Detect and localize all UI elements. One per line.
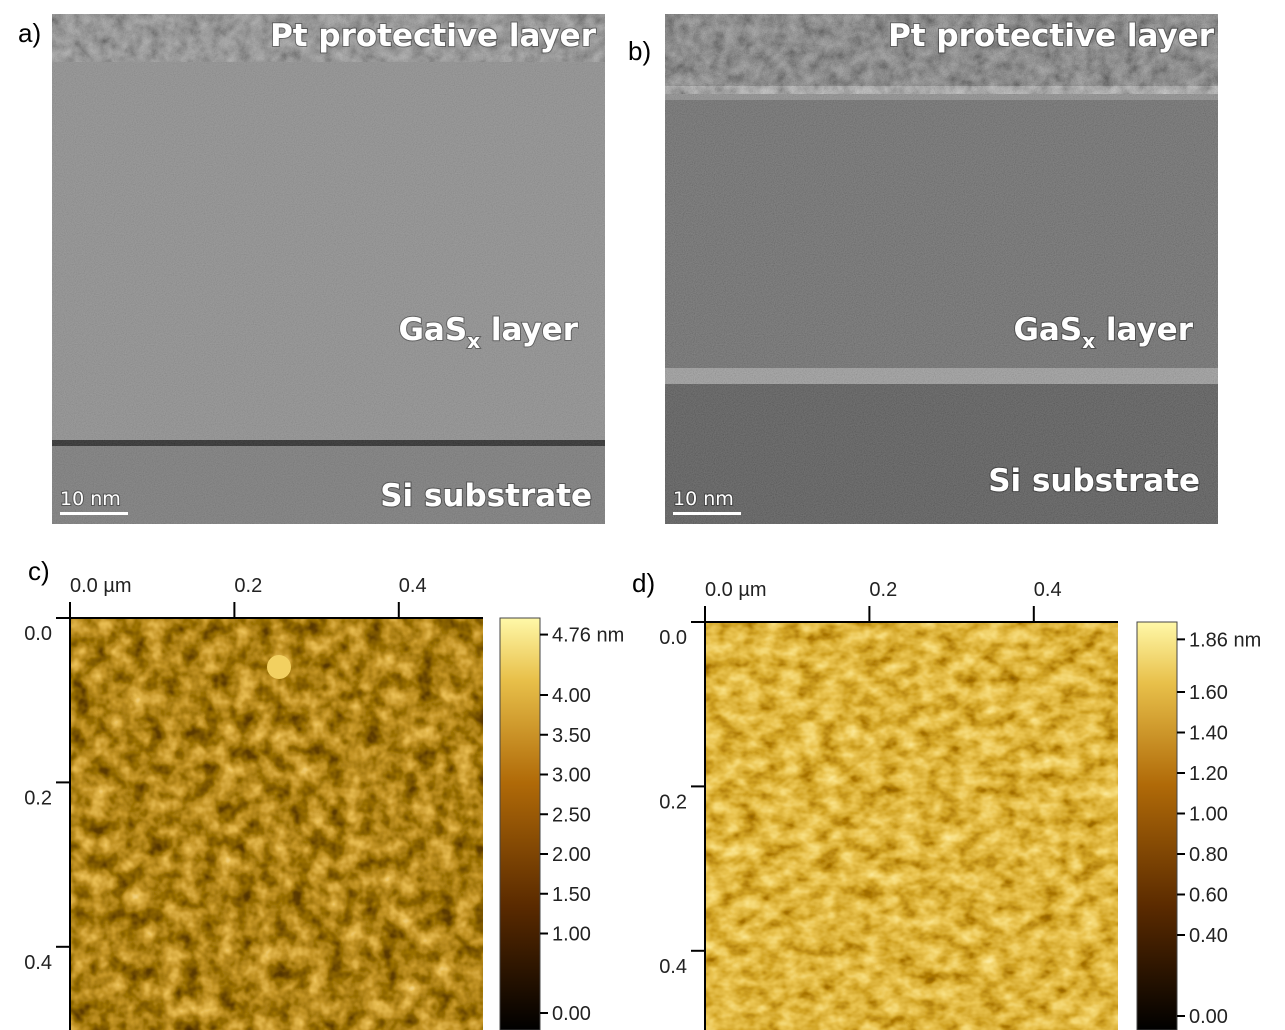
afm-image xyxy=(70,618,483,1030)
afm-image xyxy=(705,622,1118,1030)
y-tick-label: 0.4 xyxy=(659,956,687,978)
tem-panel-a: a) Pt protective layer GaSx layer Si sub… xyxy=(18,14,605,524)
texture xyxy=(52,14,605,524)
layer-label: Si substrate xyxy=(380,478,592,514)
x-tick-label: 0.2 xyxy=(234,575,262,597)
colorbar-label: 1.00 xyxy=(552,924,591,946)
text: GaS xyxy=(1013,312,1082,348)
panel-label: d) xyxy=(632,568,655,598)
colorbar-label: 3.00 xyxy=(552,765,591,787)
y-tick-label: 0.4 xyxy=(24,952,52,974)
text: layer xyxy=(480,312,579,348)
panel-label: b) xyxy=(628,36,651,66)
scale-label: 10 nm xyxy=(673,488,734,510)
scale-label: 10 nm xyxy=(60,488,121,510)
colorbar-label: 4.00 xyxy=(552,685,591,707)
scale-bar xyxy=(60,512,128,515)
colorbar-label: 0.40 xyxy=(1189,925,1228,947)
x-tick-label: 0.0 µm xyxy=(705,579,767,601)
colorbar-label: 1.40 xyxy=(1189,723,1228,745)
text: layer xyxy=(1095,312,1194,348)
colorbar-label: 2.00 xyxy=(552,844,591,866)
colorbar-label: 1.00 xyxy=(1189,804,1228,826)
colorbar-label: 1.20 xyxy=(1189,763,1228,785)
subscript: x xyxy=(467,329,480,353)
colorbar xyxy=(1137,622,1177,1030)
panel-label: a) xyxy=(18,18,41,48)
x-tick-label: 0.4 xyxy=(399,575,427,597)
colorbar-label: 3.50 xyxy=(552,725,591,747)
x-tick-label: 0.0 µm xyxy=(70,575,132,597)
colorbar-label: 0.80 xyxy=(1189,844,1228,866)
text: GaS xyxy=(398,312,467,348)
x-tick-label: 0.2 xyxy=(869,579,897,601)
y-tick-label: 0.2 xyxy=(24,787,52,809)
tem-panel-b: b) Pt protective layer GaSx layer Si sub… xyxy=(628,14,1218,524)
figure: a) Pt protective layer GaSx layer Si sub… xyxy=(0,0,1285,1030)
layer-label: Si substrate xyxy=(988,463,1200,499)
y-tick-label: 0.2 xyxy=(659,791,687,813)
colorbar-label: 1.60 xyxy=(1189,682,1228,704)
colorbar xyxy=(500,618,540,1030)
subscript: x xyxy=(1082,329,1095,353)
layer-label: Pt protective layer xyxy=(888,18,1215,54)
colorbar-label: 2.50 xyxy=(552,804,591,826)
x-tick-label: 0.4 xyxy=(1034,579,1062,601)
afm-feature xyxy=(267,655,291,679)
colorbar-label: 4.76 nm xyxy=(552,625,624,647)
colorbar-label: 1.50 xyxy=(552,884,591,906)
colorbar-label: 1.86 nm xyxy=(1189,629,1261,651)
colorbar-label: 0.00 xyxy=(1189,1006,1228,1028)
layer-label: GaSx layer xyxy=(398,312,578,353)
scale-bar xyxy=(673,512,741,515)
panel-label: c) xyxy=(28,556,50,586)
colorbar-label: 0.00 xyxy=(552,1003,591,1025)
texture xyxy=(665,14,1218,524)
colorbar-label: 0.60 xyxy=(1189,885,1228,907)
layer-label: GaSx layer xyxy=(1013,312,1193,353)
y-tick-label: 0.0 xyxy=(24,623,52,645)
y-tick-label: 0.0 xyxy=(659,627,687,649)
layer-label: Pt protective layer xyxy=(270,18,597,54)
